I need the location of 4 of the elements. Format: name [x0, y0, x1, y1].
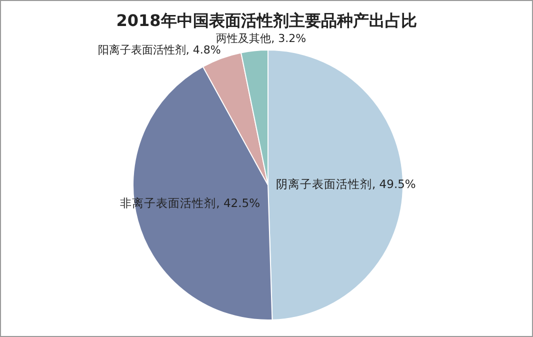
slice-label: 阳离子表面活性剂, 4.8% — [98, 44, 221, 57]
chart-title: 2018年中国表面活性剂主要品种产出占比 — [116, 11, 417, 30]
slice-label: 阴离子表面活性剂, 49.5% — [276, 176, 416, 191]
slice-label: 两性及其他, 3.2% — [216, 32, 306, 45]
